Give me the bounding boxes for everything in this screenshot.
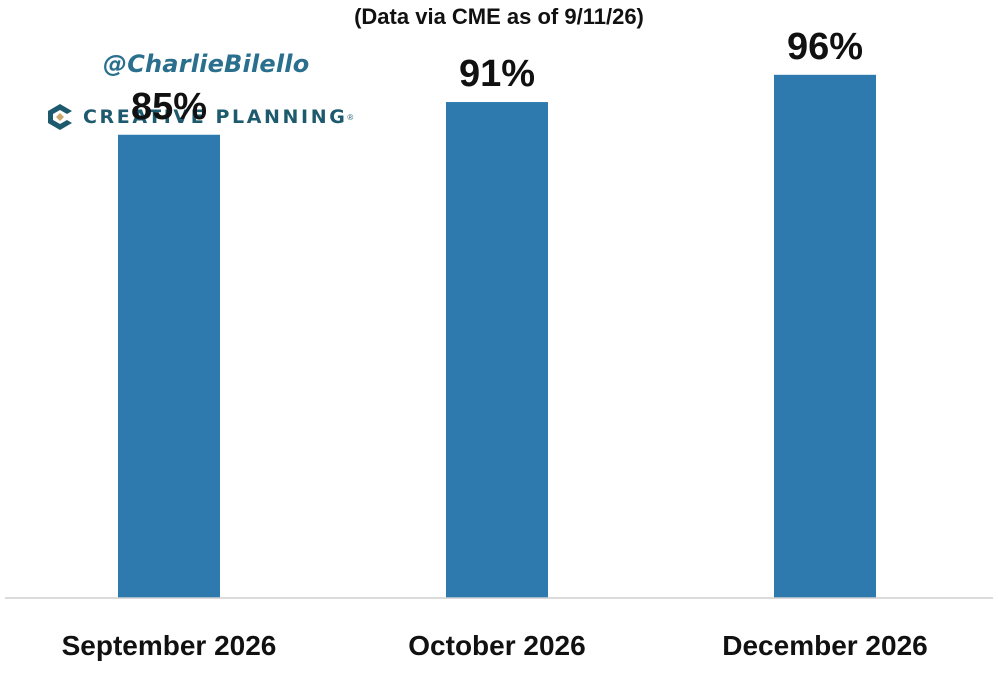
bars-group — [118, 74, 876, 599]
data-label-3: 96% — [787, 26, 863, 68]
data-label-2: 91% — [459, 53, 535, 95]
bar-2 — [446, 102, 548, 599]
brand-name: CREATIVE PLANNING — [83, 106, 348, 128]
x-tick-label-2: October 2026 — [408, 630, 585, 661]
author-handle: @CharlieBilello — [103, 50, 310, 78]
x-tick-label-3: December 2026 — [722, 630, 927, 661]
creative-planning-logo-icon — [48, 104, 72, 130]
x-tick-labels-group: September 2026 October 2026 December 2026 — [62, 630, 928, 661]
bar-1 — [118, 134, 220, 598]
chart-subtitle: (Data via CME as of 9/11/26) — [354, 4, 644, 29]
brand-logo: CREATIVE PLANNING ® — [47, 103, 353, 131]
bar-3 — [774, 74, 876, 599]
data-labels-group: 85% 91% 96% — [131, 26, 863, 128]
x-tick-label-1: September 2026 — [62, 630, 277, 661]
registered-mark: ® — [347, 112, 354, 122]
data-label-1: 85% — [131, 86, 207, 128]
